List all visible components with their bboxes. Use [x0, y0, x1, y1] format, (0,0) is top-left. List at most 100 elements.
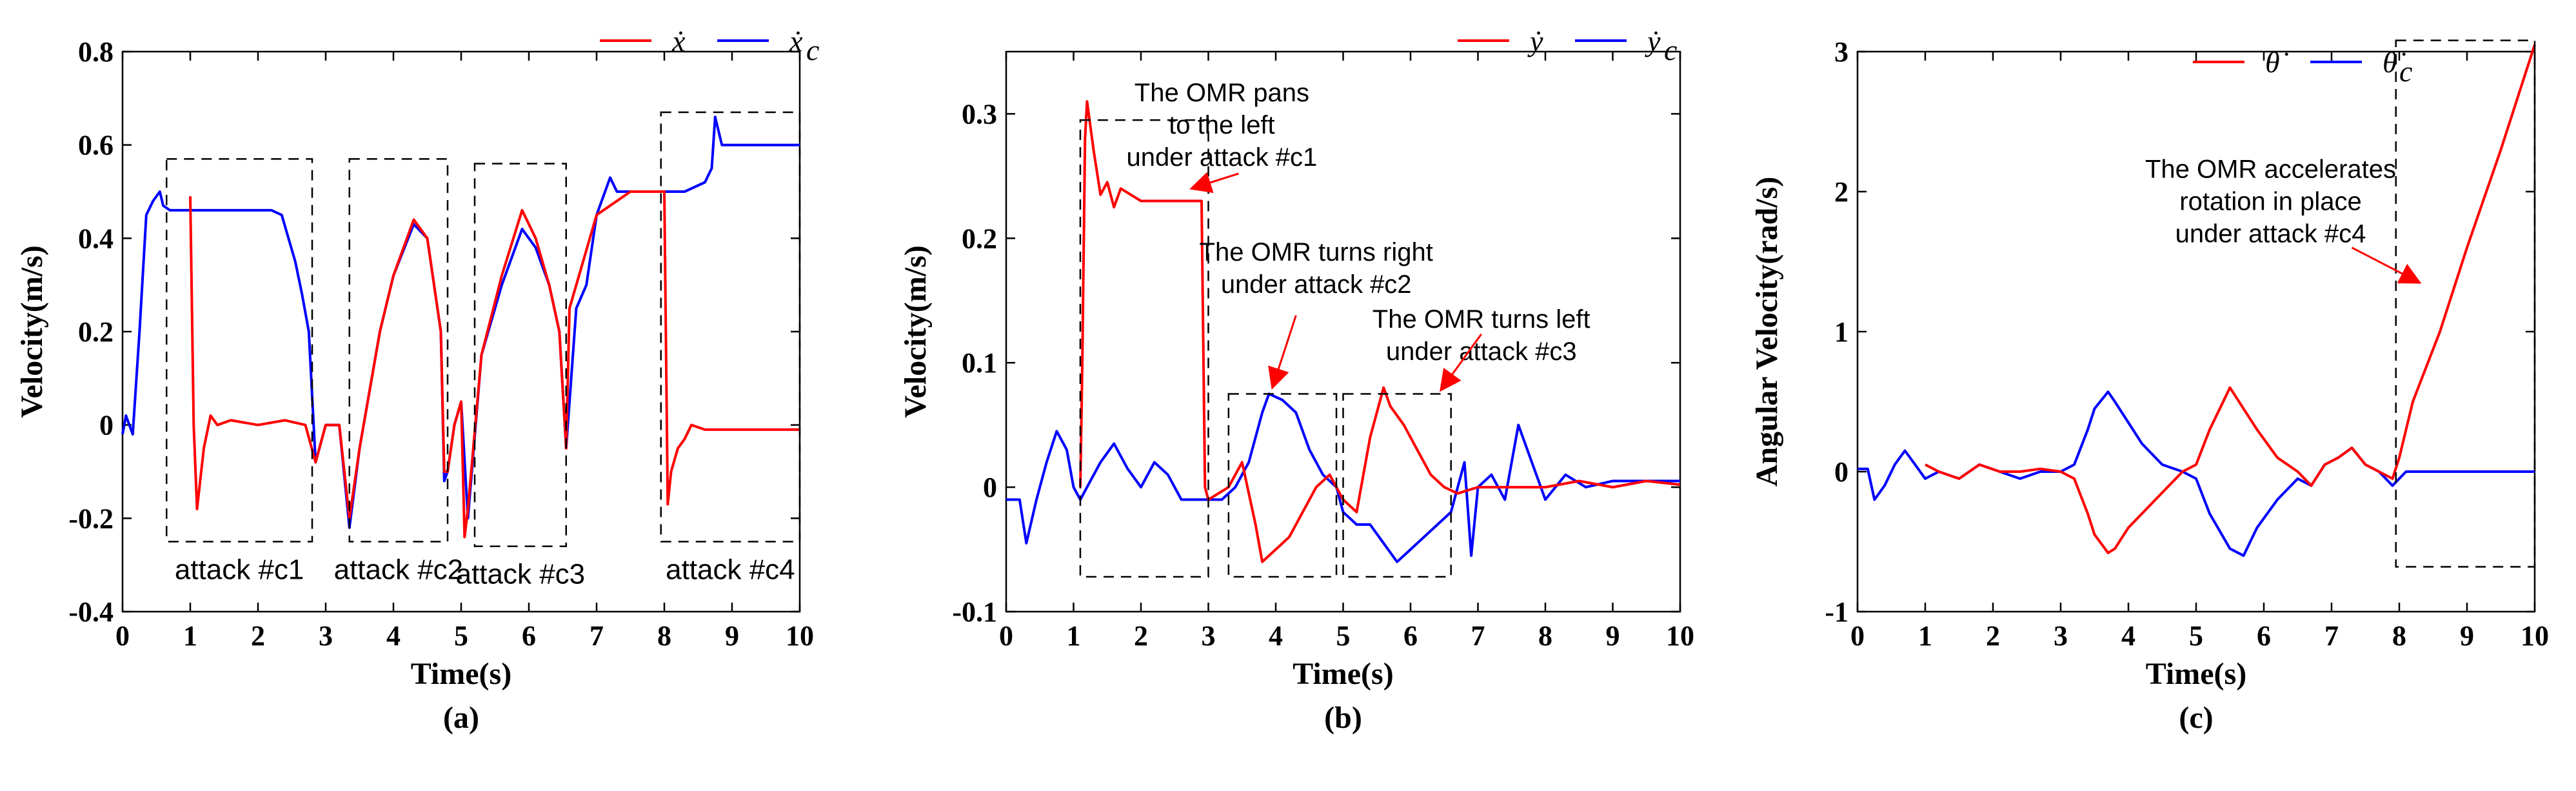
- x-tick-label: 6: [522, 620, 536, 652]
- x-tick-label: 4: [1269, 620, 1283, 652]
- x-axis-label: Time(s): [411, 657, 511, 691]
- annotation-arrow: [1440, 333, 1482, 392]
- panel-caption: (c): [2179, 701, 2213, 735]
- x-tick-label: 10: [1666, 620, 1694, 652]
- x-tick-label: 2: [1986, 620, 2000, 652]
- x-tick-label: 5: [454, 620, 468, 652]
- y-tick-label: 3: [1834, 36, 1848, 68]
- series-line-theta-dot-c: [1858, 390, 2535, 557]
- attack-box: [1227, 393, 1338, 578]
- x-tick-label: 9: [2460, 620, 2474, 652]
- legend-label-theta-dot: θ̇: [2265, 46, 2289, 79]
- x-tick-label: 9: [1606, 620, 1620, 652]
- x-tick-label: 7: [1471, 620, 1485, 652]
- panel-b: 0 1 2 3 4 5 6 7 8 9 10-0.100.10.20.3Time(s)Velocit…: [898, 25, 1694, 735]
- attack-box: [348, 158, 449, 543]
- y-tick-label: -0.4: [68, 596, 114, 628]
- attack-box: [473, 163, 567, 547]
- x-axis-label: Time(s): [1293, 657, 1393, 691]
- x-tick-label: 5: [2189, 620, 2203, 652]
- annotation-text: The OMR accelerates: [2145, 155, 2396, 183]
- x-tick-label: 7: [590, 620, 604, 652]
- axes-frame: [1856, 50, 2536, 613]
- panel-a: 0 1 2 3 4 5 6 7 8 9 10 -0.4 -0.2 0 0.2 0.4 0.6 0.8 Time(s)…: [15, 25, 819, 735]
- legend-label-y-dot: ẏ: [1527, 25, 1543, 57]
- x-tick-label: 0: [1850, 620, 1865, 652]
- axes-frame: [121, 50, 801, 613]
- x-tick-label: 7: [2324, 620, 2339, 652]
- y-axis-label: Angular Velocity(rad/s): [1750, 177, 1784, 486]
- legend-label-x-dot-c: ẋ: [789, 25, 803, 57]
- annotation-text: under attack #c2: [1221, 270, 1412, 299]
- x-tick-label: 0: [115, 620, 130, 652]
- attack-label: attack #c1: [175, 554, 304, 586]
- x-tick-label: 5: [1336, 620, 1351, 652]
- attack-label: attack #c2: [334, 554, 464, 586]
- series-line-x-dot-c: [121, 115, 800, 529]
- annotation-text: rotation in place: [2179, 187, 2361, 215]
- series-line-y-dot-c: [1006, 392, 1680, 563]
- legend-subscript: c: [806, 34, 819, 66]
- annotation-text: under attack #c3: [1386, 337, 1577, 366]
- annotation-text: under attack #c4: [2175, 219, 2366, 248]
- x-tick-label: 9: [725, 620, 739, 652]
- legend-label-x-dot: ẋ: [671, 25, 686, 57]
- legend-label-y-dot-c: ẏ: [1645, 25, 1661, 57]
- y-tick-label: 0.6: [78, 130, 114, 161]
- annotation-arrow: [1268, 315, 1297, 390]
- x-tick-label: 2: [1134, 620, 1148, 652]
- y-tick-label: 0.3: [962, 98, 997, 130]
- y-tick-label: -1: [1825, 596, 1848, 628]
- x-tick-label: 10: [2521, 620, 2549, 652]
- x-tick-label: 1: [1067, 620, 1081, 652]
- series-line-x-dot: [189, 190, 800, 539]
- x-tick-label: 4: [386, 620, 401, 652]
- annotation-text: The OMR turns right: [1200, 238, 1433, 266]
- y-tick-label: 0: [983, 472, 997, 503]
- x-tick-label: 8: [1538, 620, 1552, 652]
- series-line-theta-dot: [1925, 44, 2536, 554]
- y-tick-label: 0.1: [962, 347, 997, 379]
- annotation-text: to the left: [1169, 111, 1275, 139]
- x-tick-label: 1: [183, 620, 197, 652]
- attack-label: attack #c4: [666, 554, 795, 586]
- y-tick-label: 0.2: [78, 316, 114, 348]
- y-axis-label: Velocity(m/s): [15, 245, 49, 418]
- x-tick-label: 3: [1202, 620, 1216, 652]
- attack-box: [166, 158, 313, 543]
- attack-box: [1342, 393, 1452, 578]
- legend-subscript: c: [1664, 34, 1677, 66]
- annotation-text: The OMR pans: [1134, 79, 1309, 107]
- attack-box: [2395, 39, 2536, 568]
- attack-box: [1079, 119, 1209, 578]
- y-axis-label: Velocity(m/s): [898, 245, 933, 418]
- y-tick-label: 2: [1834, 176, 1848, 208]
- y-tick-label: 0: [1834, 456, 1848, 488]
- panel-caption: (b): [1324, 701, 1362, 735]
- annotation-text: The OMR turns left: [1372, 305, 1590, 334]
- y-tick-label: -0.1: [952, 596, 997, 628]
- x-tick-label: 2: [251, 620, 265, 652]
- annotation-arrow: [2351, 246, 2422, 284]
- y-tick-label: 1: [1834, 316, 1848, 348]
- x-tick-label: 8: [657, 620, 671, 652]
- y-tick-label: -0.2: [68, 503, 114, 534]
- x-tick-label: 1: [1918, 620, 1932, 652]
- attack-box: [660, 111, 801, 543]
- annotation-text: under attack #c1: [1127, 143, 1318, 172]
- x-tick-label: 10: [786, 620, 814, 652]
- x-tick-label: 6: [1403, 620, 1418, 652]
- legend-subscript: c: [2399, 55, 2412, 88]
- x-tick-label: 3: [2054, 620, 2068, 652]
- series-line-y-dot: [1079, 100, 1681, 563]
- y-tick-label: 0: [99, 410, 114, 441]
- y-tick-label: 0.4: [78, 223, 114, 254]
- attack-label: attack #c3: [456, 559, 586, 590]
- annotation-arrow: [1189, 172, 1239, 194]
- panel-caption: (a): [443, 701, 479, 735]
- x-axis-label: Time(s): [2146, 657, 2246, 691]
- y-tick-label: 0.2: [962, 223, 997, 254]
- x-tick-label: 4: [2121, 620, 2135, 652]
